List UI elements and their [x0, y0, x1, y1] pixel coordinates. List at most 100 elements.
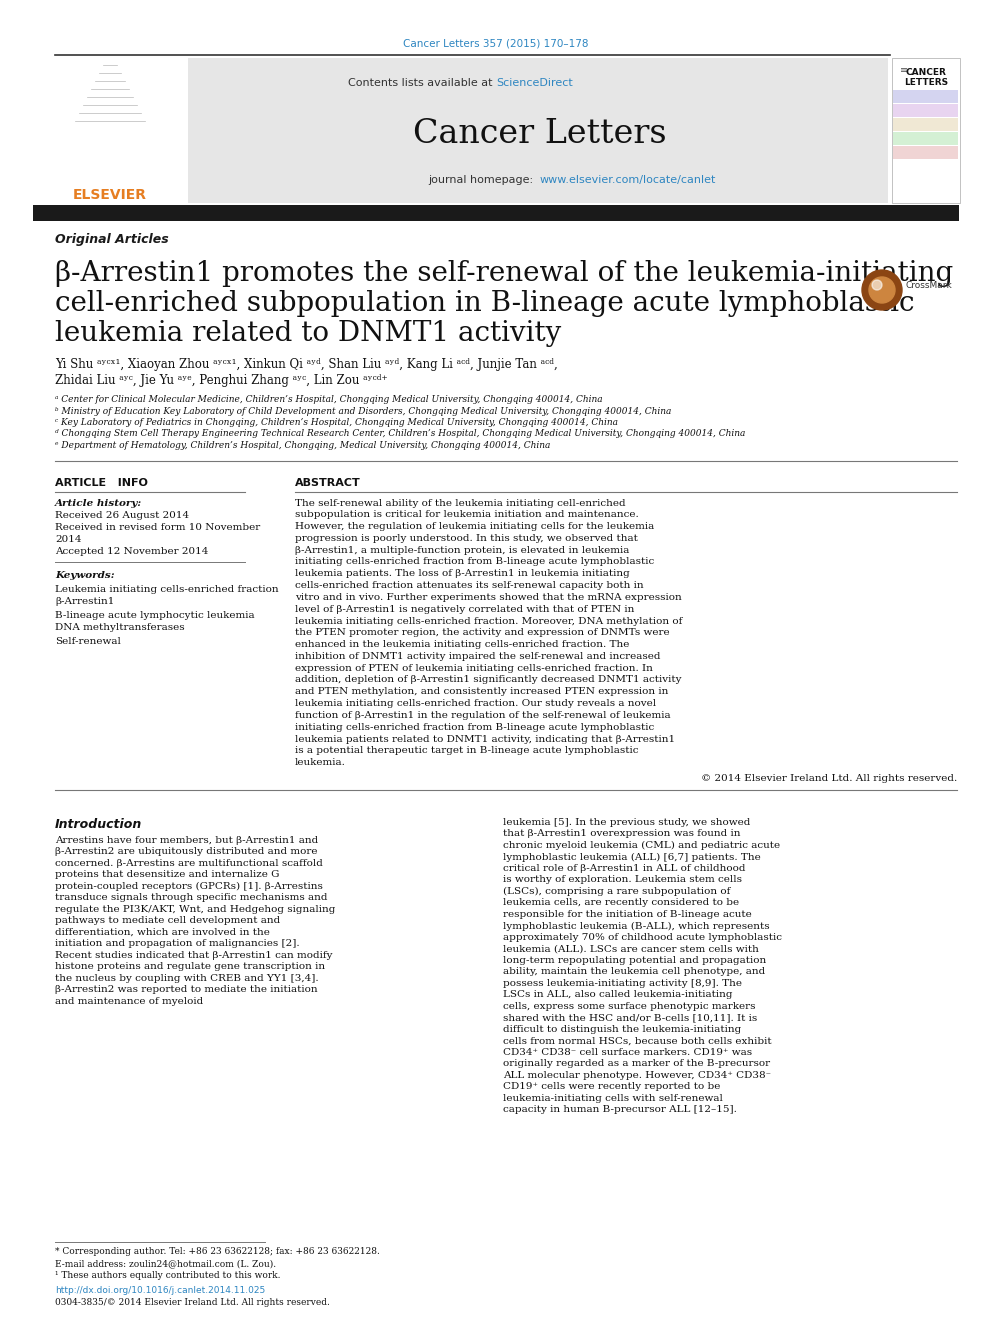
- Text: ᵇ Ministry of Education Key Laboratory of Child Development and Disorders, Chong: ᵇ Ministry of Education Key Laboratory o…: [55, 406, 672, 415]
- Text: Accepted 12 November 2014: Accepted 12 November 2014: [55, 548, 208, 557]
- Text: the PTEN promoter region, the activity and expression of DNMTs were: the PTEN promoter region, the activity a…: [295, 628, 670, 638]
- Text: responsible for the initiation of B-lineage acute: responsible for the initiation of B-line…: [503, 910, 752, 919]
- FancyBboxPatch shape: [893, 132, 958, 146]
- Text: histone proteins and regulate gene transcription in: histone proteins and regulate gene trans…: [55, 962, 325, 971]
- Text: leukemia initiating cells-enriched fraction. Moreover, DNA methylation of: leukemia initiating cells-enriched fract…: [295, 617, 682, 626]
- Text: ᵈ Chongqing Stem Cell Therapy Engineering Technical Research Center, Children’s : ᵈ Chongqing Stem Cell Therapy Engineerin…: [55, 430, 745, 438]
- Text: * Corresponding author. Tel: +86 23 63622128; fax: +86 23 63622128.: * Corresponding author. Tel: +86 23 6362…: [55, 1248, 380, 1256]
- Text: B-lineage acute lymphocytic leukemia: B-lineage acute lymphocytic leukemia: [55, 610, 255, 619]
- Text: progression is poorly understood. In this study, we observed that: progression is poorly understood. In thi…: [295, 534, 638, 542]
- Text: enhanced in the leukemia initiating cells-enriched fraction. The: enhanced in the leukemia initiating cell…: [295, 640, 629, 650]
- Text: addition, depletion of β-Arrestin1 significantly decreased DNMT1 activity: addition, depletion of β-Arrestin1 signi…: [295, 676, 682, 684]
- Text: Original Articles: Original Articles: [55, 233, 169, 246]
- Text: leukemia.: leukemia.: [295, 758, 346, 767]
- Text: leukemia patients. The loss of β-Arrestin1 in leukemia initiating: leukemia patients. The loss of β-Arresti…: [295, 569, 630, 578]
- Text: ABSTRACT: ABSTRACT: [295, 479, 361, 488]
- Text: Yi Shu ᵃʸᶜˣ¹, Xiaoyan Zhou ᵃʸᶜˣ¹, Xinkun Qi ᵃʸᵈ, Shan Liu ᵃʸᵈ, Kang Li ᵃᶜᵈ, Junj: Yi Shu ᵃʸᶜˣ¹, Xiaoyan Zhou ᵃʸᶜˣ¹, Xinkun…: [55, 359, 558, 370]
- Text: (LSCs), comprising a rare subpopulation of: (LSCs), comprising a rare subpopulation …: [503, 886, 730, 896]
- Text: initiating cells-enriched fraction from B-lineage acute lymphoblastic: initiating cells-enriched fraction from …: [295, 722, 655, 732]
- Text: Cancer Letters: Cancer Letters: [414, 118, 667, 149]
- Text: ᵉ Department of Hematology, Children’s Hospital, Chongqing, Medical University, : ᵉ Department of Hematology, Children’s H…: [55, 441, 551, 450]
- FancyBboxPatch shape: [893, 118, 958, 131]
- Text: is worthy of exploration. Leukemia stem cells: is worthy of exploration. Leukemia stem …: [503, 876, 742, 884]
- Text: Received in revised form 10 November: Received in revised form 10 November: [55, 524, 260, 532]
- Text: However, the regulation of leukemia initiating cells for the leukemia: However, the regulation of leukemia init…: [295, 523, 655, 531]
- Text: β-Arrestin2 was reported to mediate the initiation: β-Arrestin2 was reported to mediate the …: [55, 986, 317, 995]
- Text: Recent studies indicated that β-Arrestin1 can modify: Recent studies indicated that β-Arrestin…: [55, 951, 332, 960]
- Text: pathways to mediate cell development and: pathways to mediate cell development and: [55, 917, 281, 925]
- Text: long-term repopulating potential and propagation: long-term repopulating potential and pro…: [503, 957, 766, 964]
- Text: inhibition of DNMT1 activity impaired the self-renewal and increased: inhibition of DNMT1 activity impaired th…: [295, 652, 661, 662]
- Text: initiation and propagation of malignancies [2].: initiation and propagation of malignanci…: [55, 939, 300, 949]
- Text: ᵃ Center for Clinical Molecular Medicine, Children’s Hospital, Chongqing Medical: ᵃ Center for Clinical Molecular Medicine…: [55, 396, 602, 404]
- Text: CD19⁺ cells were recently reported to be: CD19⁺ cells were recently reported to be: [503, 1082, 720, 1091]
- Text: lymphoblastic leukemia (ALL) [6,7] patients. The: lymphoblastic leukemia (ALL) [6,7] patie…: [503, 852, 761, 861]
- Text: cells from normal HSCs, because both cells exhibit: cells from normal HSCs, because both cel…: [503, 1036, 772, 1045]
- Circle shape: [872, 280, 882, 290]
- Text: ARTICLE   INFO: ARTICLE INFO: [55, 479, 148, 488]
- Text: critical role of β-Arrestin1 in ALL of childhood: critical role of β-Arrestin1 in ALL of c…: [503, 864, 746, 873]
- Text: originally regarded as a marker of the B-precursor: originally regarded as a marker of the B…: [503, 1060, 770, 1069]
- Text: Keywords:: Keywords:: [55, 572, 115, 581]
- Text: CANCER: CANCER: [906, 67, 946, 77]
- Text: that β-Arrestin1 overexpression was found in: that β-Arrestin1 overexpression was foun…: [503, 830, 740, 839]
- Text: ability, maintain the leukemia cell phenotype, and: ability, maintain the leukemia cell phen…: [503, 967, 765, 976]
- Text: possess leukemia-initiating activity [8,9]. The: possess leukemia-initiating activity [8,…: [503, 979, 742, 988]
- Text: cell-enriched subpopulation in B-lineage acute lymphoblastic: cell-enriched subpopulation in B-lineage…: [55, 290, 915, 318]
- Text: ≡: ≡: [900, 65, 908, 75]
- FancyBboxPatch shape: [33, 58, 187, 202]
- Text: expression of PTEN of leukemia initiating cells-enriched fraction. In: expression of PTEN of leukemia initiatin…: [295, 664, 653, 672]
- Text: and maintenance of myeloid: and maintenance of myeloid: [55, 998, 203, 1005]
- FancyBboxPatch shape: [893, 90, 958, 103]
- Text: β-Arrestin1: β-Arrestin1: [55, 598, 114, 606]
- Text: ᶜ Key Laboratory of Pediatrics in Chongqing, Children’s Hospital, Chongqing Medi: ᶜ Key Laboratory of Pediatrics in Chongq…: [55, 418, 618, 427]
- Text: β-Arrestin2 are ubiquitously distributed and more: β-Arrestin2 are ubiquitously distributed…: [55, 848, 317, 856]
- Text: leukemia cells, are recently considered to be: leukemia cells, are recently considered …: [503, 898, 739, 908]
- Text: leukemia patients related to DNMT1 activity, indicating that β-Arrestin1: leukemia patients related to DNMT1 activ…: [295, 734, 676, 744]
- Text: ¹ These authors equally contributed to this work.: ¹ These authors equally contributed to t…: [55, 1271, 281, 1279]
- Text: initiating cells-enriched fraction from B-lineage acute lymphoblastic: initiating cells-enriched fraction from …: [295, 557, 655, 566]
- Text: ELSEVIER: ELSEVIER: [73, 188, 147, 202]
- Text: protein-coupled receptors (GPCRs) [1]. β-Arrestins: protein-coupled receptors (GPCRs) [1]. β…: [55, 882, 322, 890]
- Text: ScienceDirect: ScienceDirect: [496, 78, 572, 89]
- Text: Contents lists available at: Contents lists available at: [348, 78, 496, 89]
- Text: leukemia-initiating cells with self-renewal: leukemia-initiating cells with self-rene…: [503, 1094, 723, 1103]
- Text: is a potential therapeutic target in B-lineage acute lymphoblastic: is a potential therapeutic target in B-l…: [295, 746, 639, 755]
- Text: leukemia (ALL). LSCs are cancer stem cells with: leukemia (ALL). LSCs are cancer stem cel…: [503, 945, 759, 954]
- Text: subpopulation is critical for leukemia initiation and maintenance.: subpopulation is critical for leukemia i…: [295, 511, 639, 520]
- Text: The self-renewal ability of the leukemia initiating cell-enriched: The self-renewal ability of the leukemia…: [295, 499, 626, 508]
- Text: journal homepage:: journal homepage:: [428, 175, 540, 185]
- Text: Leukemia initiating cells-enriched fraction: Leukemia initiating cells-enriched fract…: [55, 585, 279, 594]
- Text: β-Arrestin1 promotes the self-renewal of the leukemia-initiating: β-Arrestin1 promotes the self-renewal of…: [55, 261, 953, 287]
- Text: 0304-3835/© 2014 Elsevier Ireland Ltd. All rights reserved.: 0304-3835/© 2014 Elsevier Ireland Ltd. A…: [55, 1298, 330, 1307]
- Text: www.elsevier.com/locate/canlet: www.elsevier.com/locate/canlet: [540, 175, 716, 185]
- Text: Introduction: Introduction: [55, 818, 142, 831]
- Text: ALL molecular phenotype. However, CD34⁺ CD38⁻: ALL molecular phenotype. However, CD34⁺ …: [503, 1070, 771, 1080]
- Text: proteins that desensitize and internalize G: proteins that desensitize and internaliz…: [55, 871, 280, 880]
- Text: LETTERS: LETTERS: [904, 78, 948, 87]
- Text: E-mail address: zoulin24@hotmail.com (L. Zou).: E-mail address: zoulin24@hotmail.com (L.…: [55, 1259, 276, 1267]
- Text: regulate the PI3K/AKT, Wnt, and Hedgehog signaling: regulate the PI3K/AKT, Wnt, and Hedgehog…: [55, 905, 335, 914]
- FancyBboxPatch shape: [188, 58, 888, 202]
- Text: capacity in human B-precursor ALL [12–15].: capacity in human B-precursor ALL [12–15…: [503, 1106, 737, 1114]
- Text: approximately 70% of childhood acute lymphoblastic: approximately 70% of childhood acute lym…: [503, 933, 782, 942]
- Text: http://dx.doi.org/10.1016/j.canlet.2014.11.025: http://dx.doi.org/10.1016/j.canlet.2014.…: [55, 1286, 265, 1295]
- Text: difficult to distinguish the leukemia-initiating: difficult to distinguish the leukemia-in…: [503, 1025, 741, 1033]
- FancyBboxPatch shape: [893, 105, 958, 116]
- FancyBboxPatch shape: [33, 205, 959, 221]
- Text: function of β-Arrestin1 in the regulation of the self-renewal of leukemia: function of β-Arrestin1 in the regulatio…: [295, 710, 671, 720]
- Circle shape: [862, 270, 902, 310]
- Text: © 2014 Elsevier Ireland Ltd. All rights reserved.: © 2014 Elsevier Ireland Ltd. All rights …: [700, 774, 957, 783]
- Text: CrossMark: CrossMark: [905, 280, 951, 290]
- Text: shared with the HSC and/or B-cells [10,11]. It is: shared with the HSC and/or B-cells [10,1…: [503, 1013, 757, 1023]
- Text: 2014: 2014: [55, 536, 81, 545]
- Text: LSCs in ALL, also called leukemia-initiating: LSCs in ALL, also called leukemia-initia…: [503, 991, 732, 999]
- Text: Article history:: Article history:: [55, 499, 142, 508]
- Text: β-Arrestin1, a multiple-function protein, is elevated in leukemia: β-Arrestin1, a multiple-function protein…: [295, 545, 629, 554]
- Text: level of β-Arrestin1 is negatively correlated with that of PTEN in: level of β-Arrestin1 is negatively corre…: [295, 605, 634, 614]
- Text: Zhidai Liu ᵃʸᶜ, Jie Yu ᵃʸᵉ, Penghui Zhang ᵃʸᶜ, Lin Zou ᵃʸᶜᵈ⁺: Zhidai Liu ᵃʸᶜ, Jie Yu ᵃʸᵉ, Penghui Zhan…: [55, 374, 388, 388]
- Text: leukemia [5]. In the previous study, we showed: leukemia [5]. In the previous study, we …: [503, 818, 750, 827]
- Text: DNA methyltransferases: DNA methyltransferases: [55, 623, 185, 632]
- Text: leukemia related to DNMT1 activity: leukemia related to DNMT1 activity: [55, 320, 561, 347]
- Text: chronic myeloid leukemia (CML) and pediatric acute: chronic myeloid leukemia (CML) and pedia…: [503, 841, 780, 849]
